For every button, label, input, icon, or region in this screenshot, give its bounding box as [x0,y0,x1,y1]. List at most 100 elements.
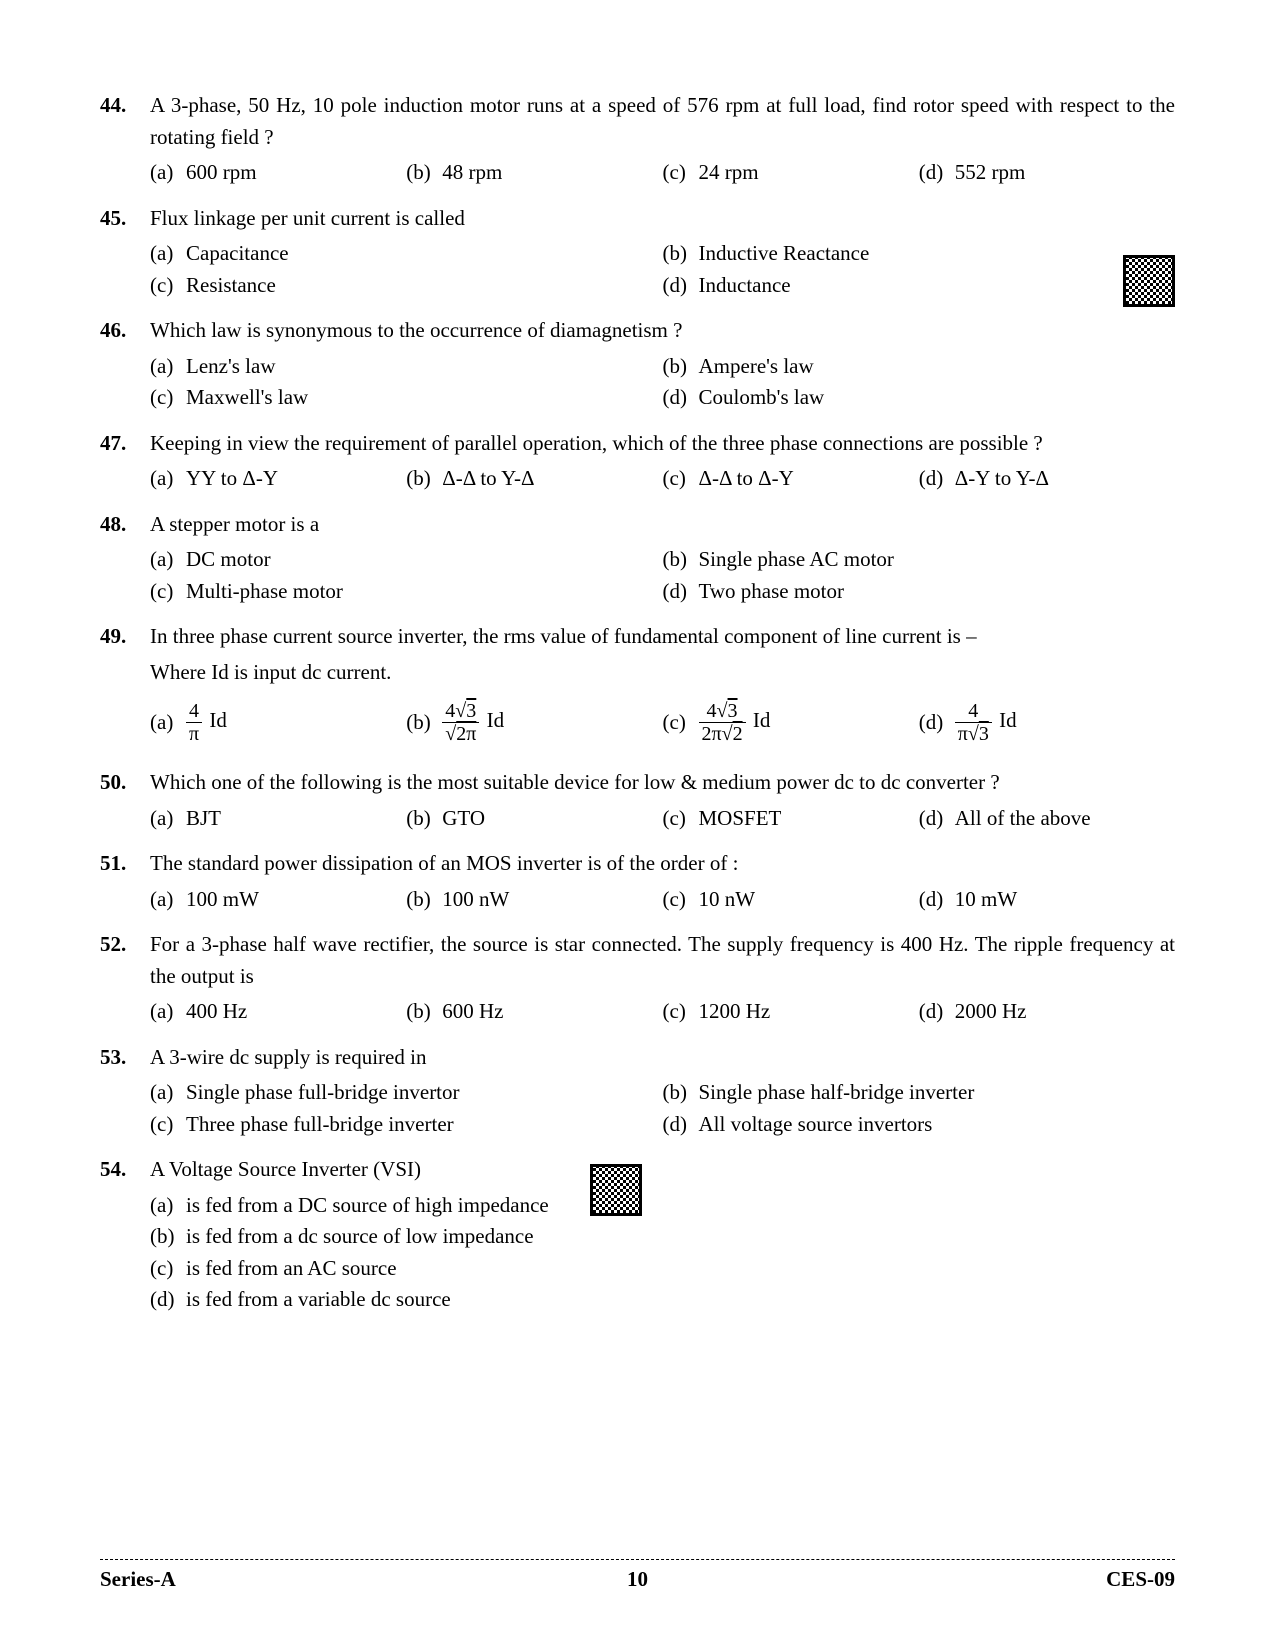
option: (a)is fed from a DC source of high imped… [150,1190,1175,1222]
option: (b)GTO [406,803,662,835]
option: (a)YY to Δ-Y [150,463,406,495]
option: (c)1200 Hz [663,996,919,1028]
option-label: (d) [663,1109,699,1141]
option-text: Ampere's law [699,351,1176,383]
option: (d)10 mW [919,884,1175,916]
option: (d)Inductance [663,270,1176,302]
options: (a)4π Id(b)4√3√2π Id(c)4√32π√2 Id(d)4π√3… [150,692,1175,753]
footer-code: CES-09 [1106,1564,1175,1596]
question-body: Flux linkage per unit current is called(… [150,203,1175,302]
option: (d)Two phase motor [663,576,1176,608]
question-stem: The standard power dissipation of an MOS… [150,848,1175,880]
option-label: (b) [663,544,699,576]
question: 46.Which law is synonymous to the occurr… [100,315,1175,414]
question-number: 46. [100,315,150,414]
question-stem: A Voltage Source Inverter (VSI) [150,1154,1175,1186]
option-label: (b) [406,884,442,916]
question: 53.A 3-wire dc supply is required in(a)S… [100,1042,1175,1141]
option-label: (c) [150,382,186,414]
question-number: 52. [100,929,150,1028]
question-stem: Which law is synonymous to the occurrenc… [150,315,1175,347]
option-text: 600 Hz [442,996,662,1028]
option-text: 100 mW [186,884,406,916]
option-text: Δ-Δ to Y-Δ [442,463,662,495]
option-text: 4√3√2π Id [442,700,662,745]
question-body: For a 3-phase half wave rectifier, the s… [150,929,1175,1028]
option-label: (c) [150,270,186,302]
option: (a)BJT [150,803,406,835]
option: (c)Maxwell's law [150,382,663,414]
question-number: 49. [100,621,150,753]
option-text: Inductance [699,270,1176,302]
option: (a)400 Hz [150,996,406,1028]
question-number: 44. [100,90,150,189]
option: (c)10 nW [663,884,919,916]
qr-code-icon [1123,255,1175,307]
option-text: Single phase AC motor [699,544,1176,576]
footer-series: Series-A [100,1564,176,1596]
option: (b)Ampere's law [663,351,1176,383]
option-label: (d) [919,803,955,835]
option-label: (a) [150,544,186,576]
question-body: A Voltage Source Inverter (VSI) (a)is fed… [150,1154,1175,1316]
option-text: 24 rpm [699,157,919,189]
option-text: Two phase motor [699,576,1176,608]
question: 51.The standard power dissipation of an … [100,848,1175,915]
page-footer: Series-A 10 CES-09 [100,1559,1175,1596]
option-text: All voltage source invertors [699,1109,1176,1141]
options: (a)600 rpm(b)48 rpm(c)24 rpm(d)552 rpm [150,157,1175,189]
option: (a)DC motor [150,544,663,576]
options: (a)Single phase full-bridge invertor(b)S… [150,1077,1175,1140]
question-stem: A 3-phase, 50 Hz, 10 pole induction moto… [150,90,1175,153]
options: (a)is fed from a DC source of high imped… [150,1190,1175,1316]
option-label: (d) [663,382,699,414]
option-text: Three phase full-bridge inverter [186,1109,663,1141]
option-label: (c) [663,803,699,835]
option-label: (a) [150,238,186,270]
option-text: 100 nW [442,884,662,916]
option-text: is fed from a dc source of low impedance [186,1221,1175,1253]
question-stem: A 3-wire dc supply is required in [150,1042,1175,1074]
option-text: 600 rpm [186,157,406,189]
question-stem: Keeping in view the requirement of paral… [150,428,1175,460]
option: (d)552 rpm [919,157,1175,189]
option-label: (a) [150,157,186,189]
option: (b)100 nW [406,884,662,916]
option: (b)Single phase half-bridge inverter [663,1077,1176,1109]
option-label: (c) [663,884,699,916]
option-text: 10 mW [955,884,1175,916]
question-stem: A stepper motor is a [150,509,1175,541]
question: 47.Keeping in view the requirement of pa… [100,428,1175,495]
option-text: 4π Id [186,700,406,745]
option-text: 400 Hz [186,996,406,1028]
option-label: (b) [663,238,699,270]
option-text: 2000 Hz [955,996,1175,1028]
option: (d)is fed from a variable dc source [150,1284,1175,1316]
option: (d)Coulomb's law [663,382,1176,414]
option: (b)48 rpm [406,157,662,189]
option-label: (b) [663,351,699,383]
option-label: (b) [406,707,442,739]
option-text: is fed from a variable dc source [186,1284,1175,1316]
footer-page: 10 [627,1564,648,1596]
options: (a)Capacitance(b)Inductive Reactance(c)R… [150,238,1175,301]
option-text: 10 nW [699,884,919,916]
question-number: 47. [100,428,150,495]
option: (a)Capacitance [150,238,663,270]
options: (a)400 Hz(b)600 Hz(c)1200 Hz(d)2000 Hz [150,996,1175,1028]
option-label: (c) [150,1253,186,1285]
option: (a)Single phase full-bridge invertor [150,1077,663,1109]
option-text: is fed from a DC source of high impedanc… [186,1190,1175,1222]
option-label: (d) [919,996,955,1028]
option-text: YY to Δ-Y [186,463,406,495]
option-label: (a) [150,996,186,1028]
option: (a)100 mW [150,884,406,916]
option-text: 4√32π√2 Id [699,700,919,745]
option-text: GTO [442,803,662,835]
option-text: Single phase half-bridge inverter [699,1077,1176,1109]
option-text: Δ-Y to Y-Δ [955,463,1175,495]
option: (a)4π Id [150,692,406,753]
question-stem: For a 3-phase half wave rectifier, the s… [150,929,1175,992]
option-label: (d) [663,270,699,302]
question: 52.For a 3-phase half wave rectifier, th… [100,929,1175,1028]
